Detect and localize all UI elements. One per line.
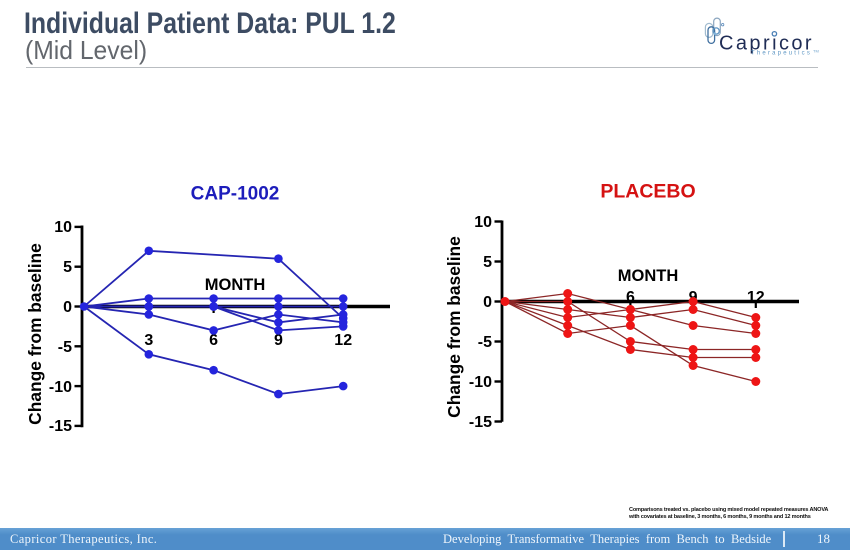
svg-text:-5: -5	[478, 334, 492, 351]
svg-text:Change from baseline: Change from baseline	[444, 236, 464, 418]
svg-text:0: 0	[483, 294, 492, 311]
svg-text:-15: -15	[469, 414, 492, 431]
svg-text:MONTH: MONTH	[618, 267, 679, 285]
svg-text:3: 3	[144, 332, 153, 349]
svg-text:-15: -15	[49, 418, 72, 435]
svg-text:10: 10	[474, 214, 492, 231]
svg-text:-5: -5	[58, 339, 72, 356]
svg-text:6: 6	[626, 289, 635, 306]
svg-text:-10: -10	[49, 379, 72, 396]
svg-text:Change from baseline: Change from baseline	[25, 243, 45, 425]
svg-text:MONTH: MONTH	[205, 276, 266, 294]
svg-text:12: 12	[747, 289, 765, 306]
svg-text:9: 9	[274, 332, 283, 349]
svg-text:10: 10	[54, 219, 72, 236]
svg-text:Capricor: Capricor	[719, 33, 814, 55]
svg-text:0: 0	[63, 299, 72, 316]
svg-text:PLACEBO: PLACEBO	[600, 181, 695, 203]
svg-text:5: 5	[63, 259, 72, 276]
svg-text:Therapeutics: Therapeutics	[751, 51, 812, 57]
svg-text:-10: -10	[469, 374, 492, 391]
svg-text:6: 6	[209, 332, 218, 349]
svg-text:CAP-1002: CAP-1002	[191, 184, 280, 205]
svg-text:TM: TM	[813, 49, 819, 54]
svg-text:12: 12	[334, 332, 352, 349]
svg-text:5: 5	[483, 254, 492, 271]
